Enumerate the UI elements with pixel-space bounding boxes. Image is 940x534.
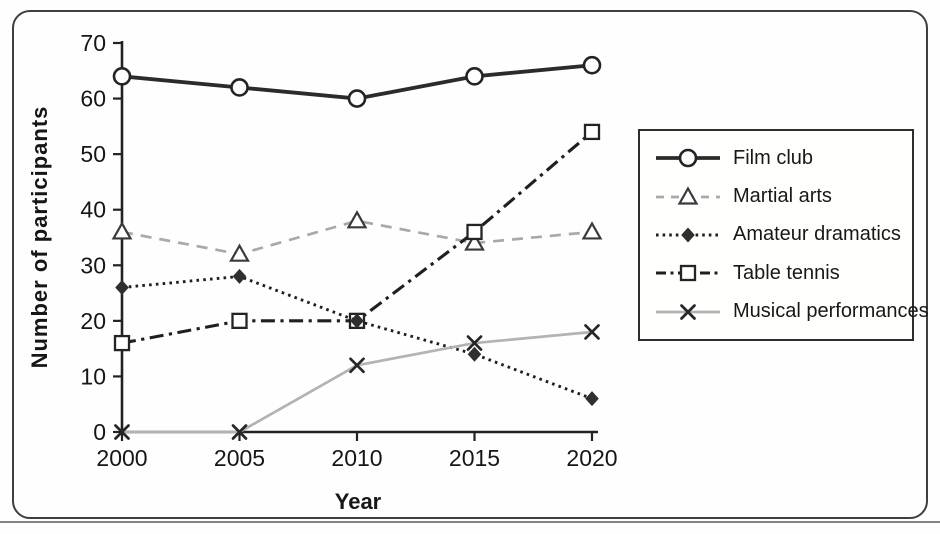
x-cross-marker <box>680 303 696 320</box>
musical-performances-line-icon <box>653 300 723 324</box>
y-tick-label: 20 <box>80 308 106 334</box>
series-musical-performances <box>114 324 600 440</box>
open-triangle-marker <box>581 221 603 240</box>
legend-item-film-club: Film club <box>653 146 908 170</box>
amateur-dramatics-line-icon <box>653 223 723 247</box>
table-tennis-line-icon <box>653 261 723 285</box>
open-circle-marker <box>678 148 698 168</box>
y-tick-label: 70 <box>80 30 106 56</box>
filled-diamond-marker <box>467 346 482 362</box>
x-tick-label: 2010 <box>331 445 382 471</box>
series-film-club <box>112 55 602 108</box>
x-cross-marker <box>584 324 600 340</box>
open-square-marker <box>113 334 131 352</box>
legend-label: Musical performances <box>733 300 929 323</box>
legend-label: Amateur dramatics <box>733 223 901 246</box>
x-tick-label: 2000 <box>96 445 147 471</box>
x-cross-marker <box>349 357 365 374</box>
open-square-marker <box>466 223 483 241</box>
open-circle-marker <box>112 67 132 86</box>
x-cross-marker <box>114 424 130 440</box>
film-club-line-icon <box>653 146 723 170</box>
open-triangle-marker <box>229 243 250 262</box>
filled-diamond-marker <box>681 227 695 243</box>
open-circle-marker <box>230 78 249 97</box>
filled-diamond-marker <box>115 280 129 296</box>
open-circle-marker <box>465 67 484 86</box>
filled-diamond-marker <box>232 268 247 284</box>
martial-arts-line-icon <box>653 185 723 209</box>
open-square-marker <box>679 265 697 282</box>
y-tick-label: 60 <box>80 86 106 112</box>
x-axis-title: Year <box>334 489 382 514</box>
y-tick-label: 30 <box>80 252 106 278</box>
legend-item-table-tennis: Table tennis <box>653 261 908 285</box>
series-martial-arts <box>111 210 603 262</box>
open-circle-marker <box>347 89 367 108</box>
series-line-musical-performances <box>122 330 593 434</box>
open-triangle-marker <box>677 185 699 205</box>
legend-item-martial-arts: Martial arts <box>653 185 908 209</box>
axes: 0 10 20 30 40 50 60 70 2000 2005 2010 2015 2020 <box>80 30 617 471</box>
filled-diamond-marker <box>585 391 599 407</box>
series-amateur-dramatics <box>115 268 599 407</box>
series-line-martial-arts <box>121 219 593 256</box>
y-tick-label: 10 <box>80 363 106 389</box>
page-bottom-rule <box>0 521 940 523</box>
y-tick-label: 0 <box>93 419 106 445</box>
legend-label: Martial arts <box>733 185 832 208</box>
x-tick-label: 2015 <box>449 445 500 471</box>
legend-label: Table tennis <box>733 261 840 284</box>
x-tick-label: 2020 <box>566 445 617 471</box>
open-square-marker <box>231 312 248 330</box>
x-tick-label: 2005 <box>214 445 265 471</box>
filled-diamond-marker <box>350 313 364 329</box>
legend-item-amateur-dramatics: Amateur dramatics <box>653 223 908 247</box>
y-axis-title: Number of participants <box>27 105 52 369</box>
open-square-marker <box>583 123 601 141</box>
y-tick-label: 50 <box>80 141 106 167</box>
open-triangle-marker <box>346 210 368 229</box>
open-triangle-marker <box>464 232 485 251</box>
open-circle-marker <box>582 55 602 75</box>
x-cross-marker <box>231 424 248 440</box>
y-tick-label: 40 <box>80 197 106 223</box>
legend-item-musical-performances: Musical performances <box>653 300 929 324</box>
x-cross-marker <box>466 335 483 351</box>
chart-legend: Film club Martial arts Amateur dramatics… <box>638 129 929 341</box>
open-triangle-marker <box>111 221 133 240</box>
legend-label: Film club <box>733 146 814 169</box>
figure-frame <box>12 10 928 519</box>
